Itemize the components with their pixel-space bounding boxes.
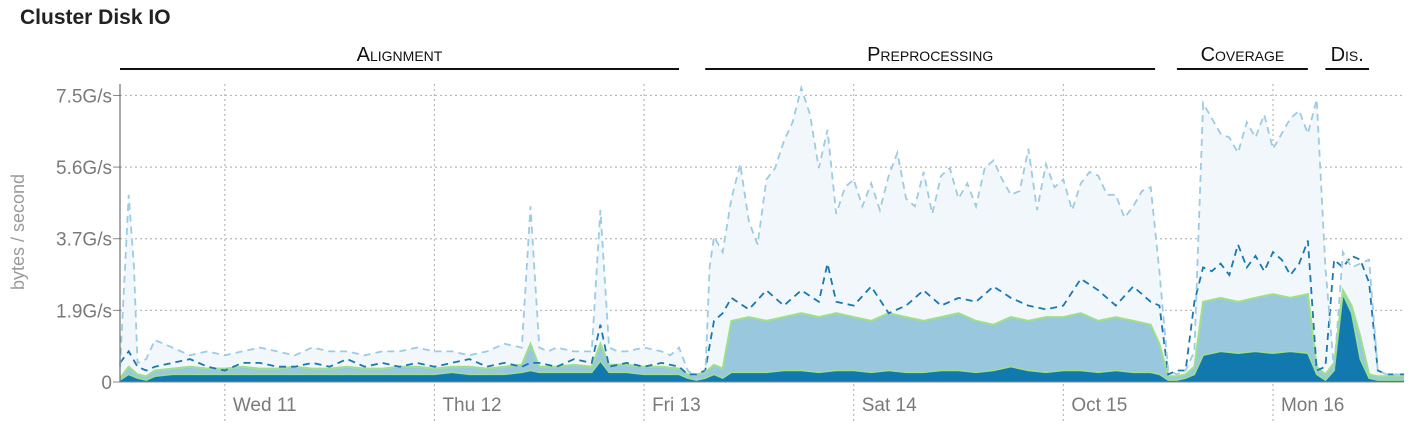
phase-label: Dis. xyxy=(1331,44,1364,66)
x-tick-label: Mon 16 xyxy=(1281,395,1344,416)
lower-band-area xyxy=(120,294,1404,382)
y-tick-label: 7.5G/s xyxy=(56,86,112,107)
lower-band-edge-line xyxy=(119,291,1404,382)
dashed-mid-series-line xyxy=(119,240,1404,376)
x-tick-label: Wed 11 xyxy=(233,395,297,416)
phase-brackets: Alignment Preprocessing Coverage Dis. xyxy=(120,44,1370,70)
y-tick-label: 3.7G/s xyxy=(56,230,112,251)
x-tick-label: Sat 14 xyxy=(862,395,917,416)
phase-label: Alignment xyxy=(357,44,443,66)
y-tick-label: 5.6G/s xyxy=(56,158,112,179)
phase-label: Preprocessing xyxy=(867,44,993,66)
middle-band-edge-line xyxy=(119,287,1404,379)
phase-label: Coverage xyxy=(1201,44,1285,66)
y-axis-label: bytes / second xyxy=(8,174,28,290)
chart-title: Cluster Disk IO xyxy=(20,6,171,29)
series-lines xyxy=(119,84,1404,382)
axes: 0 1.9G/s 3.7G/s 5.6G/s 7.5G/s Wed 11 Thu 12 Fri… xyxy=(56,84,1404,416)
y-tick-label: 0 xyxy=(101,373,112,394)
x-tick-label: Thu 12 xyxy=(442,395,501,416)
x-tick-label: Fri 13 xyxy=(652,395,701,416)
y-tick-label: 1.9G/s xyxy=(56,301,112,322)
x-tick-label: Oct 15 xyxy=(1071,395,1127,416)
upper-band-area xyxy=(120,87,1404,383)
dashed-upper-series-line xyxy=(119,84,1404,380)
series-areas xyxy=(120,87,1404,383)
middle-band-area xyxy=(120,290,1404,382)
